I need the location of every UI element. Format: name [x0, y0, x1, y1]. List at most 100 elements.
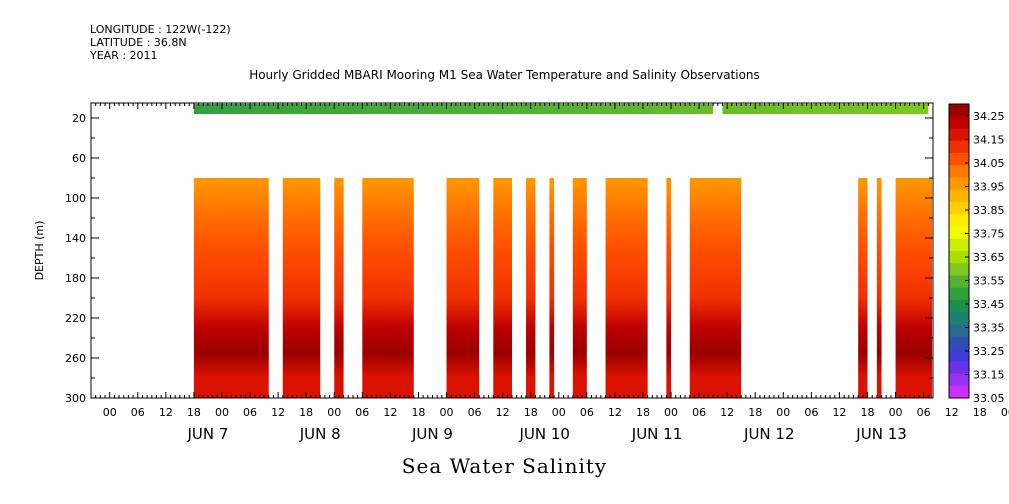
y-axis-label: DEPTH (m) — [33, 221, 46, 281]
colorbar-swatch — [949, 128, 969, 142]
latitude-label: LATITUDE : 36.8N — [90, 36, 187, 49]
x-hour-label: 00 — [1001, 406, 1009, 419]
x-hour-label: 18 — [636, 406, 650, 419]
surface-salinity-band-0 — [193, 104, 714, 114]
x-hour-label: 18 — [973, 406, 987, 419]
profile-segment-5 — [493, 178, 512, 398]
y-tick-label: 260 — [65, 352, 86, 365]
x-hour-label: 06 — [355, 406, 369, 419]
colorbar-swatch — [949, 189, 969, 203]
colorbar-swatch — [949, 140, 969, 154]
profile-segment-9 — [605, 178, 648, 398]
profile-segment-14 — [895, 178, 932, 398]
profile-segment-13 — [876, 178, 882, 398]
y-tick-label: 60 — [72, 152, 86, 165]
x-hour-label: 00 — [776, 406, 790, 419]
colorbar-label: 34.25 — [973, 110, 1005, 123]
colorbar-swatch — [949, 226, 969, 240]
x-day-label: JUN 10 — [519, 425, 570, 443]
x-hour-label: 00 — [103, 406, 117, 419]
colorbar-label: 33.75 — [973, 228, 1005, 241]
x-hour-label: 00 — [889, 406, 903, 419]
plot-area — [193, 104, 932, 398]
x-hour-label: 00 — [327, 406, 341, 419]
colorbar-label: 33.65 — [973, 251, 1005, 264]
colorbar-label: 33.35 — [973, 322, 1005, 335]
y-tick-label: 20 — [72, 112, 86, 125]
colorbar-label: 33.85 — [973, 204, 1005, 217]
x-hour-label: 12 — [383, 406, 397, 419]
colorbar-swatch — [949, 165, 969, 178]
x-hour-label: 12 — [720, 406, 734, 419]
x-day-label: JUN 9 — [411, 425, 453, 443]
longitude-label: LONGITUDE : 122W(-122) — [90, 23, 231, 36]
axes: 20 60 100 140 180 220 260 300 DEPTH (m) 00 06 12 18 0… — [33, 102, 1009, 443]
colorbar-swatch — [949, 116, 969, 129]
x-hour-label: 12 — [945, 406, 959, 419]
x-hour-label: 18 — [299, 406, 313, 419]
colorbar-swatch — [949, 251, 969, 264]
x-hour-label: 00 — [664, 406, 678, 419]
profile-segment-6 — [526, 178, 536, 398]
colorbar-frame — [948, 103, 970, 399]
x-day-label: JUN 7 — [186, 425, 228, 443]
profile-segment-8 — [572, 178, 587, 398]
x-hour-label: 00 — [552, 406, 566, 419]
y-tick-label: 100 — [65, 192, 86, 205]
colorbar-swatch — [949, 385, 969, 399]
colorbar-label: 33.95 — [973, 181, 1005, 194]
colorbar-swatch — [949, 238, 969, 252]
x-hour-label: 06 — [917, 406, 931, 419]
profile-segment-7 — [549, 178, 555, 398]
x-hour-label: 06 — [468, 406, 482, 419]
profile-segment-11 — [689, 178, 742, 398]
x-hour-label: 12 — [832, 406, 846, 419]
x-hour-label: 00 — [215, 406, 229, 419]
profile-segment-1 — [282, 178, 321, 398]
x-hour-label: 18 — [411, 406, 425, 419]
x-day-label: JUN 8 — [299, 425, 341, 443]
colorbar-swatch — [949, 312, 969, 325]
colorbar-swatch — [949, 263, 969, 276]
colorbar-swatch — [949, 177, 969, 191]
colorbar-swatch — [949, 287, 969, 301]
colorbar-label: 33.05 — [973, 392, 1005, 405]
profile-segment-0 — [193, 178, 269, 398]
surface-salinity-band-1 — [722, 104, 929, 114]
y-tick-label: 300 — [65, 392, 86, 405]
x-hour-label: 12 — [159, 406, 173, 419]
colorbar-swatch — [949, 202, 969, 215]
x-day-label: JUN 11 — [631, 425, 682, 443]
x-hour-label: 12 — [271, 406, 285, 419]
y-tick-label: 180 — [65, 272, 86, 285]
x-hour-label: 06 — [580, 406, 594, 419]
colorbar-label: 33.25 — [973, 345, 1005, 358]
y-tick-label: 220 — [65, 312, 86, 325]
x-hour-label: 18 — [524, 406, 538, 419]
x-hour-label: 06 — [804, 406, 818, 419]
colorbar-swatch — [949, 336, 969, 350]
x-hour-label: 06 — [692, 406, 706, 419]
colorbar-swatch — [949, 324, 969, 338]
profile-segment-2 — [334, 178, 344, 398]
x-hour-label: 06 — [131, 406, 145, 419]
colorbar-label: 33.55 — [973, 275, 1005, 288]
profile-segment-10 — [666, 178, 672, 398]
chart-title: Hourly Gridded MBARI Mooring M1 Sea Wate… — [249, 68, 760, 82]
colorbar-swatch — [949, 104, 969, 117]
x-hour-label: 00 — [440, 406, 454, 419]
x-hour-label: 18 — [748, 406, 762, 419]
colorbar-swatch — [949, 373, 969, 387]
x-day-label: JUN 12 — [743, 425, 794, 443]
colorbar-label: 33.45 — [973, 298, 1005, 311]
profile-segment-12 — [858, 178, 868, 398]
x-hour-label: 12 — [608, 406, 622, 419]
colorbar-swatch — [949, 300, 969, 313]
x-hour-label: 18 — [861, 406, 875, 419]
variable-title: Sea Water Salinity — [401, 454, 608, 478]
x-day-label: JUN 13 — [855, 425, 906, 443]
profile-segment-3 — [362, 178, 414, 398]
y-tick-label: 140 — [65, 232, 86, 245]
colorbar-swatch — [949, 361, 969, 374]
